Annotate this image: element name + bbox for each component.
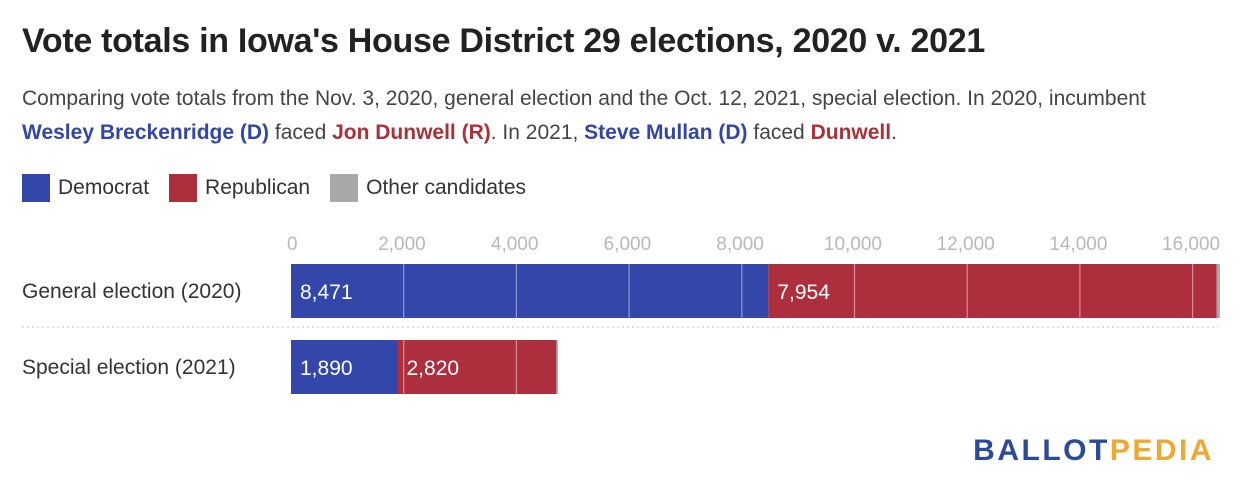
candidate-name-dunwell-short: Dunwell: [810, 121, 892, 144]
x-tick-label: 16,000: [1162, 234, 1220, 255]
x-tick-label: 2,000: [378, 234, 426, 255]
x-tick-label: 4,000: [491, 234, 539, 255]
legend-label-democrat: Democrat: [58, 176, 150, 199]
data-label: 7,954: [777, 281, 830, 304]
chart-title: Vote totals in Iowa's House District 29 …: [22, 22, 985, 60]
x-tick-label: 6,000: [604, 234, 652, 255]
subtitle-text: faced: [747, 121, 811, 144]
bar-other-candidates: [1216, 264, 1220, 318]
x-tick-label: 10,000: [824, 234, 882, 255]
legend-item-democrat: Democrat: [22, 174, 149, 202]
ballotpedia-logo: BALLOTPEDIA: [973, 434, 1214, 468]
legend-item-other: Other candidates: [330, 174, 526, 202]
candidate-name-dunwell: Jon Dunwell (R): [332, 121, 491, 144]
subtitle-text: faced: [269, 121, 333, 144]
chart-subtitle: Comparing vote totals from the Nov. 3, 2…: [22, 82, 1212, 150]
bar-republican: [768, 264, 1217, 318]
subtitle-text: . In 2021,: [490, 121, 585, 144]
data-label: 8,471: [300, 281, 353, 304]
bar-democrat: [291, 264, 769, 318]
logo-text-pedia: PEDIA: [1109, 434, 1214, 467]
logo-text-ballot: BALLOT: [973, 434, 1110, 467]
data-label: 2,820: [407, 357, 460, 380]
legend-swatch-republican: [169, 174, 198, 202]
x-tick-label: 8,000: [716, 234, 764, 255]
x-tick-label: 0: [287, 234, 298, 255]
bar-other-candidates: [556, 340, 558, 394]
bar-republican: [397, 340, 557, 394]
legend-label-republican: Republican: [205, 176, 311, 199]
legend-swatch-other: [330, 174, 359, 202]
category-label: Special election (2021): [22, 356, 236, 379]
subtitle-text: Comparing vote totals from the Nov. 3, 2…: [22, 87, 1146, 110]
x-tick-label: 12,000: [937, 234, 995, 255]
bar-democrat: [291, 340, 398, 394]
x-tick-label: 14,000: [1049, 234, 1107, 255]
candidate-name-breckenridge: Wesley Breckenridge (D): [22, 121, 270, 144]
candidate-name-mullan: Steve Mullan (D): [584, 121, 748, 144]
legend-item-republican: Republican: [169, 174, 310, 202]
chart-legend: Democrat Republican Other candidates: [22, 174, 526, 202]
legend-swatch-democrat: [22, 174, 50, 202]
data-label: 1,890: [300, 357, 353, 380]
category-label: General election (2020): [22, 280, 241, 303]
subtitle-text: .: [891, 121, 897, 144]
legend-label-other: Other candidates: [366, 176, 527, 199]
